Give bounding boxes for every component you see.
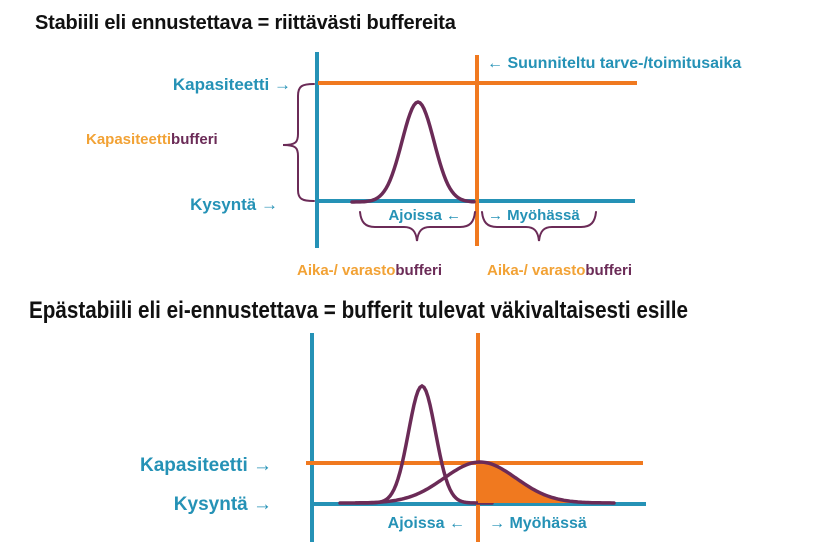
bottom-capacity-line	[306, 461, 643, 465]
aika-varastobufferi-left-label: Aika-/ varastobufferi	[297, 262, 442, 279]
kapasiteettibufferi-orange-part: Kapasiteetti	[86, 131, 172, 148]
title-stable: Stabiili eli ennustettava = riittävästi …	[35, 12, 456, 34]
demand-distribution-curve	[350, 100, 476, 204]
bottom-ajoissa-label: Ajoissa ←	[387, 515, 465, 532]
top-planned-time-line	[475, 55, 479, 246]
bottom-planned-time-line	[476, 333, 480, 542]
predicted-demand-distribution-curve	[338, 383, 494, 505]
bottom-myohassa-label: → Myöhässä	[489, 515, 587, 532]
capacity-buffer-brace	[282, 83, 315, 202]
aika-left-orange-part: Aika-/ varasto	[297, 262, 396, 279]
top-kapasiteetti-label: Kapasiteetti →	[172, 75, 291, 94]
top-ajoissa-label: Ajoissa ←	[388, 207, 461, 224]
aika-right-purple-part: bufferi	[585, 262, 633, 279]
top-kapasiteettibufferi-label: Kapasiteettibufferi	[86, 131, 218, 148]
actual-demand-distribution-late-fill	[478, 462, 614, 503]
bottom-kysynta-label: Kysyntä →	[173, 494, 272, 515]
aika-varastobufferi-right-label: Aika-/ varastobufferi	[487, 262, 632, 279]
top-kysynta-label: Kysyntä →	[190, 195, 278, 214]
aika-right-orange-part: Aika-/ varasto	[487, 262, 586, 279]
aika-left-purple-part: bufferi	[395, 262, 443, 279]
title-unstable: Epästabiili eli ei-ennustettava = buffer…	[29, 297, 689, 324]
top-time-axis	[315, 52, 319, 248]
bottom-kapasiteetti-label: Kapasiteetti →	[140, 455, 272, 476]
top-myohassa-label: → Myöhässä	[488, 207, 580, 224]
actual-demand-distribution-curve	[354, 460, 616, 505]
kapasiteettibufferi-purple-part: bufferi	[171, 131, 218, 148]
bottom-time-axis	[310, 333, 314, 542]
top-suunniteltu-label: ← Suunniteltu tarve-/toimitusaika	[487, 55, 742, 72]
